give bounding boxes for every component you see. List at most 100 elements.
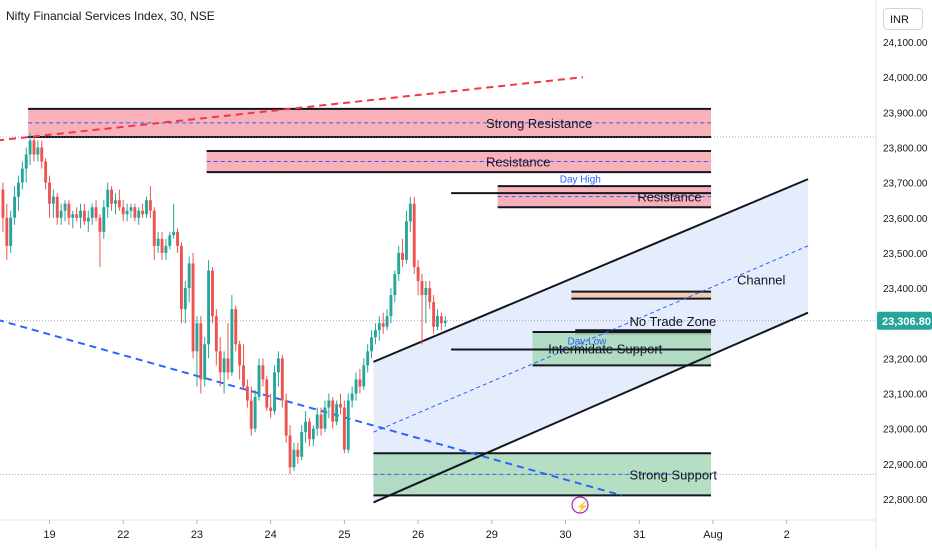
candle bbox=[346, 393, 350, 454]
candle bbox=[199, 316, 203, 394]
label-day-low: Day Low bbox=[567, 336, 607, 347]
candle-body bbox=[9, 217, 13, 246]
candle bbox=[203, 337, 207, 387]
label-resistance-2: Resistance bbox=[637, 190, 701, 205]
candle-body bbox=[86, 217, 90, 222]
candle bbox=[261, 358, 265, 387]
candle-body bbox=[168, 235, 172, 246]
candle bbox=[269, 393, 273, 419]
candle bbox=[366, 344, 370, 373]
candle-body bbox=[98, 217, 102, 232]
candle-body bbox=[366, 351, 370, 366]
candle-body bbox=[63, 203, 67, 211]
candle bbox=[288, 425, 292, 475]
candle-body bbox=[125, 210, 129, 215]
label-no-trade-zone: No Trade Zone bbox=[630, 314, 717, 329]
label-resistance-1: Resistance bbox=[486, 155, 550, 170]
candle-body bbox=[292, 449, 296, 468]
candle bbox=[214, 309, 218, 366]
candle bbox=[183, 281, 187, 324]
x-tick-label: 31 bbox=[633, 529, 645, 541]
candle-body bbox=[40, 147, 44, 162]
label-strong-resistance: Strong Resistance bbox=[486, 116, 592, 131]
candle-body bbox=[393, 274, 397, 296]
y-tick-label: 24,100.00 bbox=[883, 38, 928, 49]
candle-body bbox=[311, 428, 315, 440]
y-tick-label: 23,600.00 bbox=[883, 214, 928, 225]
candle-body bbox=[401, 252, 405, 260]
candle-body bbox=[242, 365, 245, 387]
candle-body bbox=[102, 207, 106, 232]
candle-body bbox=[13, 196, 17, 218]
candle-body bbox=[412, 203, 416, 267]
candle bbox=[323, 400, 327, 433]
candle bbox=[51, 189, 55, 218]
candle bbox=[137, 207, 141, 225]
candle-body bbox=[245, 386, 249, 401]
candle bbox=[238, 340, 242, 380]
candle bbox=[373, 323, 377, 345]
candle bbox=[439, 312, 443, 331]
candle-body bbox=[381, 323, 385, 327]
candle bbox=[436, 309, 439, 331]
candle-body bbox=[238, 344, 242, 366]
candle-body bbox=[152, 210, 156, 246]
candle bbox=[28, 133, 32, 166]
candle bbox=[82, 203, 86, 225]
candle bbox=[102, 200, 106, 239]
candle-body bbox=[32, 140, 36, 155]
candle-body bbox=[389, 295, 393, 317]
candle-body bbox=[145, 200, 148, 215]
candle bbox=[253, 389, 257, 433]
y-tick-label: 22,900.00 bbox=[883, 460, 928, 471]
candle bbox=[121, 200, 125, 222]
candle-body bbox=[331, 400, 335, 422]
label-strong-support: Strong Support bbox=[630, 467, 718, 482]
x-tick-label: 29 bbox=[486, 529, 498, 541]
candle-body bbox=[141, 210, 145, 215]
candle bbox=[377, 316, 381, 341]
candle-body bbox=[203, 344, 207, 380]
candle bbox=[152, 207, 156, 260]
candle bbox=[327, 393, 331, 419]
y-tick-label: 23,100.00 bbox=[883, 389, 928, 400]
candle-body bbox=[276, 358, 280, 373]
candle bbox=[342, 400, 346, 454]
candle bbox=[110, 186, 114, 211]
candle-body bbox=[79, 210, 82, 218]
candle-body bbox=[114, 200, 117, 204]
y-tick-label: 23,800.00 bbox=[883, 143, 928, 154]
candle bbox=[79, 203, 82, 229]
candle-body bbox=[416, 266, 420, 282]
candle bbox=[311, 425, 315, 447]
candle bbox=[179, 242, 183, 324]
candle bbox=[354, 372, 358, 401]
candle bbox=[1, 182, 5, 232]
event-marker-icon: ⚡ bbox=[576, 500, 588, 513]
candle-body bbox=[439, 316, 443, 324]
candle bbox=[20, 161, 24, 190]
candle-body bbox=[1, 189, 5, 218]
y-tick-label: 24,000.00 bbox=[883, 73, 928, 84]
candle-body bbox=[51, 196, 55, 204]
last-price-label: 23,306.80 bbox=[882, 316, 931, 328]
y-tick-label: 23,200.00 bbox=[883, 354, 928, 365]
candle bbox=[443, 316, 447, 327]
currency-button[interactable]: INR bbox=[883, 8, 923, 30]
candle bbox=[40, 140, 44, 169]
candle bbox=[133, 203, 137, 222]
candle-body bbox=[55, 196, 59, 218]
candle bbox=[160, 231, 164, 260]
candle bbox=[424, 281, 428, 324]
candle bbox=[9, 210, 13, 253]
candle bbox=[17, 175, 20, 211]
candle-body bbox=[280, 358, 284, 401]
candle-body bbox=[424, 288, 428, 296]
candle bbox=[242, 344, 245, 390]
candle-body bbox=[397, 252, 401, 274]
candle-body bbox=[377, 323, 381, 331]
candle-body bbox=[327, 400, 331, 408]
candle-body bbox=[373, 330, 377, 338]
candle bbox=[381, 312, 385, 334]
